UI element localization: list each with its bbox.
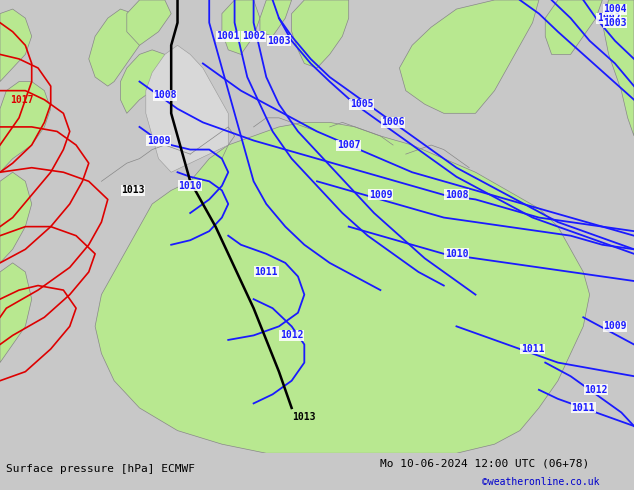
Text: 1017: 1017: [10, 95, 34, 105]
Text: 1012: 1012: [280, 330, 304, 341]
Text: 1008: 1008: [153, 90, 177, 100]
Text: 1010: 1010: [444, 249, 469, 259]
Polygon shape: [0, 263, 32, 363]
Polygon shape: [545, 0, 602, 54]
Text: 1001: 1001: [216, 31, 240, 41]
Polygon shape: [0, 82, 51, 172]
Text: 1013: 1013: [121, 185, 145, 196]
Text: 1011: 1011: [254, 267, 278, 277]
Text: 1002: 1002: [597, 13, 621, 23]
Text: 1012: 1012: [584, 385, 608, 395]
Text: ©weatheronline.co.uk: ©weatheronline.co.uk: [482, 477, 599, 487]
Text: 1009: 1009: [603, 321, 627, 331]
Text: 1003: 1003: [603, 18, 627, 27]
Polygon shape: [399, 0, 539, 113]
Polygon shape: [222, 0, 260, 54]
Text: 1009: 1009: [146, 136, 171, 146]
Polygon shape: [602, 0, 634, 136]
Polygon shape: [0, 9, 32, 82]
Text: Mo 10-06-2024 12:00 UTC (06+78): Mo 10-06-2024 12:00 UTC (06+78): [380, 459, 590, 468]
Polygon shape: [127, 0, 171, 46]
Text: 1005: 1005: [349, 99, 373, 109]
Polygon shape: [260, 0, 292, 36]
Polygon shape: [0, 172, 32, 263]
Text: Surface pressure [hPa] ECMWF: Surface pressure [hPa] ECMWF: [6, 464, 195, 474]
Polygon shape: [120, 50, 171, 113]
Polygon shape: [95, 122, 590, 453]
Text: 1011: 1011: [521, 344, 545, 354]
Polygon shape: [146, 46, 228, 172]
Text: 1013: 1013: [292, 412, 316, 422]
Text: 1004: 1004: [603, 4, 627, 14]
Text: 1002: 1002: [242, 31, 266, 41]
Polygon shape: [89, 9, 146, 86]
Text: 1007: 1007: [337, 140, 361, 150]
Polygon shape: [292, 0, 349, 68]
Text: 1006: 1006: [381, 118, 405, 127]
Text: 1009: 1009: [368, 190, 392, 200]
Text: 1008: 1008: [444, 190, 469, 200]
Text: 1011: 1011: [571, 403, 595, 413]
Text: 1003: 1003: [267, 36, 291, 46]
Text: 1010: 1010: [178, 181, 202, 191]
